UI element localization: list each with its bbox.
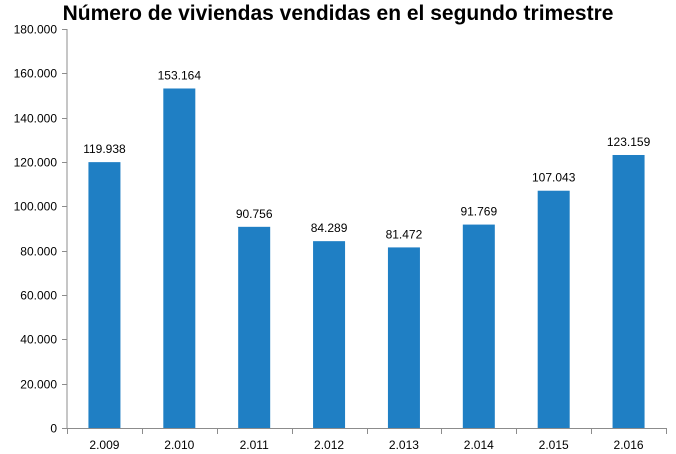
y-tick-label: 140.000 <box>14 112 58 126</box>
y-tick-label: 80.000 <box>20 245 57 259</box>
x-tick-label: 2.013 <box>389 438 419 452</box>
x-tick-label: 2.014 <box>464 438 494 452</box>
y-tick-label: 0 <box>50 422 57 436</box>
y-tick-label: 120.000 <box>14 156 58 170</box>
bar-2.016 <box>612 154 645 428</box>
bars <box>88 88 645 429</box>
bar-2.013 <box>387 247 420 428</box>
data-label: 84.289 <box>311 221 348 235</box>
x-tick-label: 2.010 <box>164 438 194 452</box>
y-tick-label: 60.000 <box>20 289 57 303</box>
bar-2.009 <box>88 162 121 428</box>
data-label: 91.769 <box>460 205 497 219</box>
bar-2.011 <box>238 226 271 428</box>
data-label: 119.938 <box>83 142 126 156</box>
bar-2.015 <box>537 190 570 428</box>
data-labels: 119.938 153.164 90.756 84.289 81.472 91.769 10… <box>83 68 650 241</box>
data-label: 153.164 <box>158 68 202 82</box>
data-label: 123.159 <box>607 135 651 149</box>
x-tick-label: 2.011 <box>240 438 269 452</box>
data-label: 90.756 <box>236 207 273 221</box>
y-tick-label: 20.000 <box>20 378 57 392</box>
x-tick-label: 2.009 <box>89 438 119 452</box>
y-axis: 0 20.000 40.000 60.000 80.000 100.000 120.000 1… <box>14 23 68 436</box>
x-tick-label: 2.016 <box>614 438 644 452</box>
x-axis: 2.009 2.010 2.011 2.012 2.013 2.014 2.015 2.016 <box>67 428 667 452</box>
y-tick-label: 40.000 <box>20 333 57 347</box>
chart-title: Número de viviendas vendidas en el segun… <box>62 2 614 25</box>
data-label: 107.043 <box>532 171 576 185</box>
y-tick-label: 100.000 <box>14 200 58 214</box>
y-tick-label: 160.000 <box>14 67 58 81</box>
y-tick-label: 180.000 <box>14 23 58 37</box>
bar-2.010 <box>163 88 196 429</box>
x-tick-label: 2.012 <box>314 438 344 452</box>
bar-2.014 <box>462 224 495 428</box>
bar-2.012 <box>313 241 346 428</box>
data-label: 81.472 <box>386 227 423 241</box>
x-tick-label: 2.015 <box>539 438 569 452</box>
